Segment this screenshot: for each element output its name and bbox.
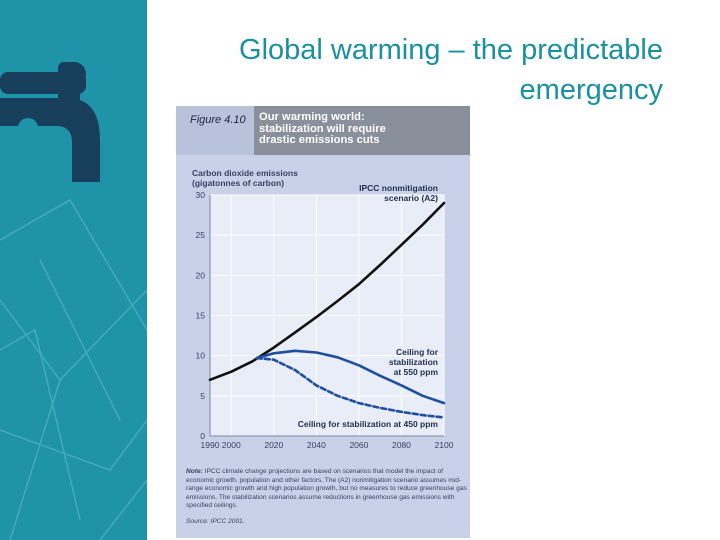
note-label: Note: — [186, 468, 203, 475]
faucet-icon — [0, 62, 147, 540]
series-label-3: Ceiling for stabilization at 450 ppm — [298, 419, 439, 429]
series-label-2: Ceiling for — [396, 347, 439, 357]
x-tick-label: 2000 — [222, 440, 241, 450]
figure-title-line: Our warming world: — [259, 111, 365, 123]
figure-panel: Figure 4.10 Our warming world: stabiliza… — [176, 106, 470, 538]
figure-label: Figure 4.10 — [176, 106, 254, 155]
y-tick-label: 20 — [196, 270, 206, 280]
y-tick-label: 0 — [200, 431, 205, 441]
figure-note: Note: IPCC climate change projections ar… — [186, 468, 468, 511]
x-tick-label: 2060 — [349, 440, 368, 450]
y-tick-label: 25 — [196, 230, 206, 240]
y-tick-label: 5 — [200, 391, 205, 401]
series-line-1 — [208, 201, 446, 382]
x-tick-label: 2080 — [392, 440, 411, 450]
x-tick-label: 2040 — [307, 440, 326, 450]
figure-title: Our warming world: stabilization will re… — [259, 111, 464, 147]
figure-title-line: stabilization will require — [259, 122, 386, 135]
figure-source: Source: IPCC 2001. — [186, 518, 245, 525]
y-tick-label: 30 — [196, 190, 206, 200]
slide-title: Global warming – the predictable emergen… — [160, 30, 663, 110]
series-label-2: at 550 ppm — [394, 367, 439, 377]
series-line-3 — [255, 356, 446, 419]
series-label-1: IPCC nonmitigation — [359, 183, 438, 193]
series-label-1: scenario (A2) — [384, 193, 438, 203]
y-axis-label: (gigatonnes of carbon) — [192, 178, 284, 188]
y-tick-label: 10 — [196, 351, 206, 361]
figure-title-line: drastic emissions cuts — [259, 134, 380, 146]
y-axis-label: Carbon dioxide emissions — [192, 168, 298, 178]
series-label-2: stabilization — [389, 357, 438, 367]
sidebar-decoration — [0, 0, 147, 540]
x-tick-label: 1990 — [201, 440, 220, 450]
title-line-2: emergency — [519, 74, 663, 106]
y-tick-label: 15 — [196, 311, 206, 321]
x-tick-label: 2100 — [435, 440, 454, 450]
note-text: IPCC climate change projections are base… — [186, 468, 467, 510]
x-tick-label: 2020 — [264, 440, 283, 450]
title-line-1: Global warming – the predictable — [239, 34, 663, 66]
emissions-chart: 0 5 10 15 20 25 30 1990 2000 2020 2040 2060 2080 2100… — [192, 168, 454, 450]
series-line-2 — [255, 349, 446, 405]
